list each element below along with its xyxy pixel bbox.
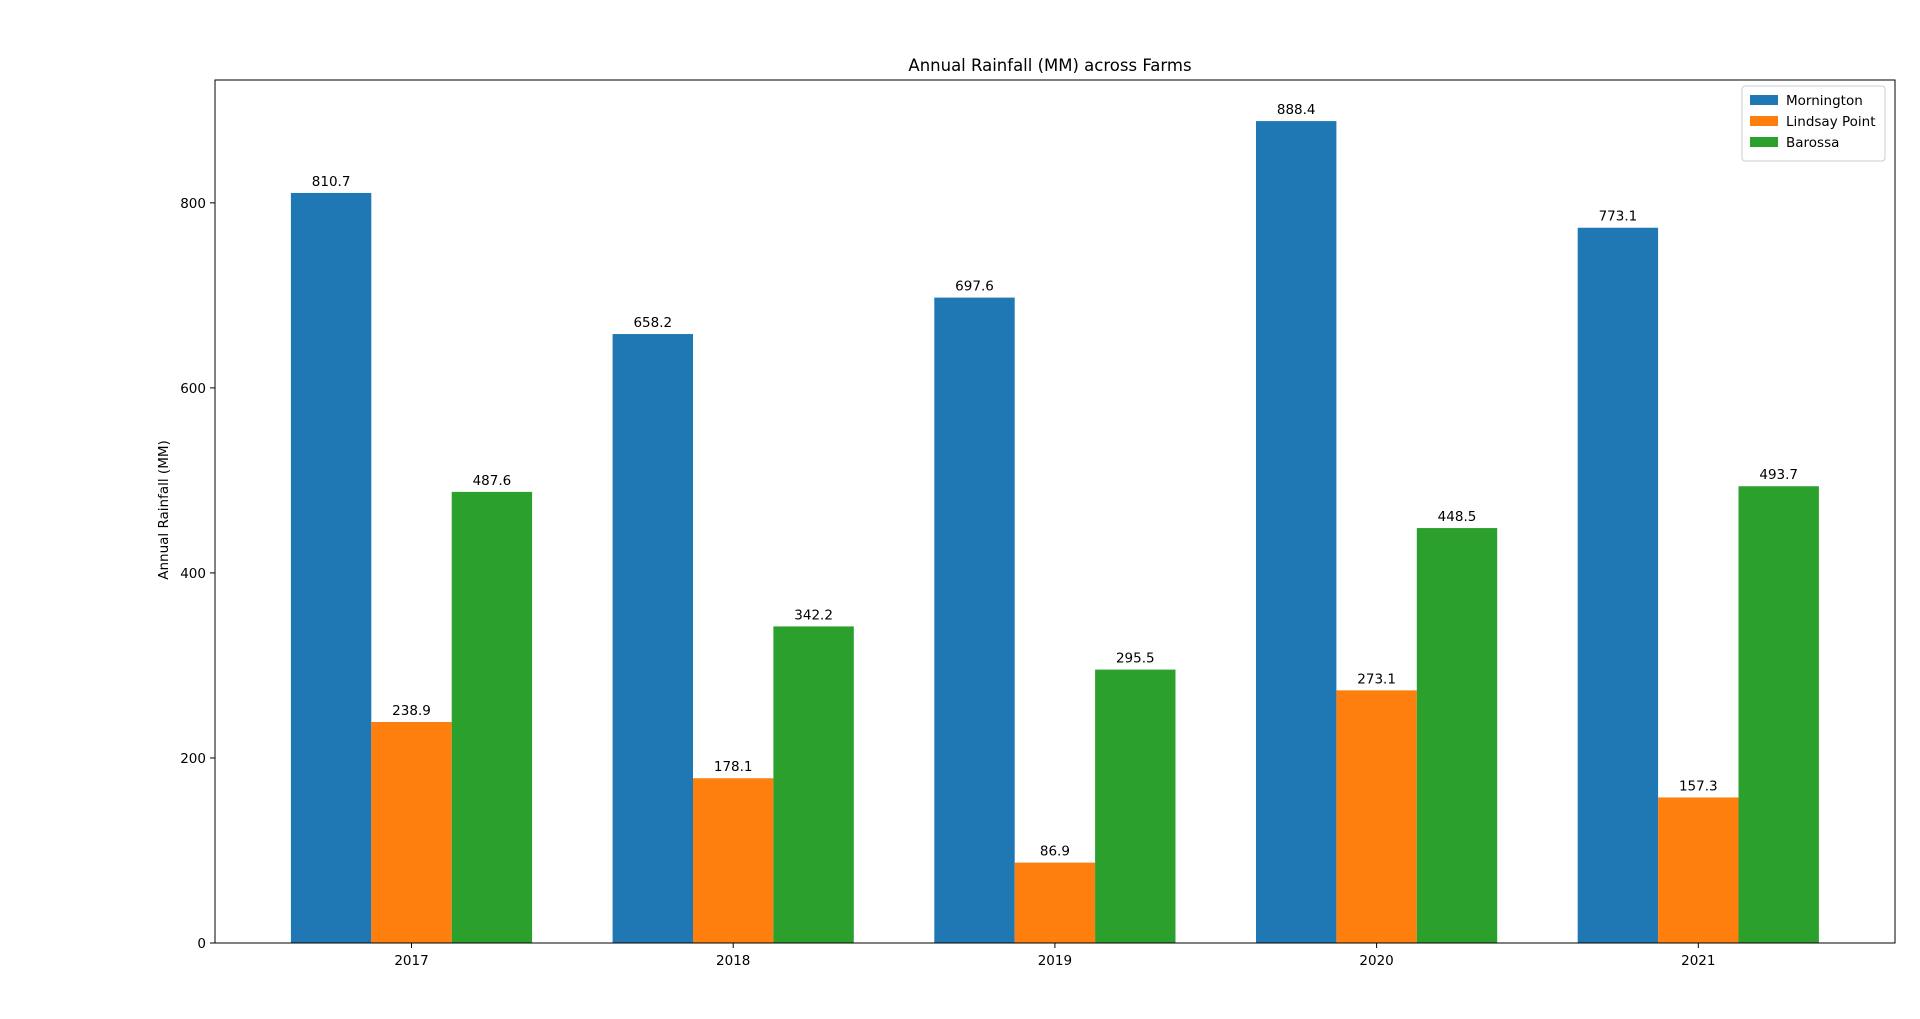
bar-value-label: 86.9: [1040, 844, 1070, 860]
bar-value-label: 157.3: [1679, 778, 1718, 794]
y-tick-label: 400: [180, 566, 206, 582]
x-tick-label: 2019: [1038, 953, 1072, 969]
y-axis-title: Annual Rainfall (MM): [156, 440, 172, 580]
bar-mornington-2017: [290, 192, 372, 943]
legend-label-lindsay-point: Lindsay Point: [1786, 114, 1876, 130]
bar-value-label: 178.1: [714, 759, 753, 775]
bar-mornington-2019: [934, 297, 1015, 943]
x-tick-label: 2021: [1681, 953, 1715, 969]
bar-value-label: 493.7: [1759, 467, 1798, 483]
legend-label-mornington: Mornington: [1786, 93, 1863, 109]
axes-group: 2017 2018 2019 2020 2021 0 200 400 600 800: [180, 79, 1896, 969]
bar-value-label: 810.7: [312, 174, 351, 190]
plot-frame: [214, 79, 1896, 944]
bar-value-label: 448.5: [1438, 509, 1477, 525]
x-tick-label: 2018: [716, 953, 750, 969]
bar-value-label: 238.9: [392, 703, 431, 719]
bar-lindsay-point-2021: [1658, 797, 1739, 943]
legend-label-barossa: Barossa: [1786, 135, 1839, 151]
y-tick-label: 200: [180, 751, 206, 767]
bar-mornington-2020: [1256, 121, 1337, 943]
legend-swatch-lindsay-point: [1750, 116, 1778, 126]
bar-mornington-2018: [612, 334, 693, 943]
bar-value-label: 342.2: [794, 607, 833, 623]
chart-title: Annual Rainfall (MM) across Farms: [908, 56, 1191, 75]
bar-value-label: 697.6: [955, 279, 994, 295]
bar-value-label: 773.1: [1599, 209, 1638, 225]
bar-barossa-2019: [1095, 669, 1176, 943]
bar-value-label: 273.1: [1357, 671, 1396, 687]
y-tick-label: 0: [197, 936, 206, 952]
bar-value-labels: 810.7 238.9 487.6 658.2 178.1 342.2 697.6 86.9 2…: [312, 102, 1798, 860]
y-tick-label: 800: [180, 196, 206, 212]
bar-value-label: 888.4: [1277, 102, 1316, 118]
bar-lindsay-point-2018: [693, 778, 774, 943]
bar-lindsay-point-2019: [1014, 862, 1096, 943]
legend-swatch-barossa: [1750, 137, 1778, 147]
bar-value-label: 658.2: [633, 315, 672, 331]
x-tick-label: 2017: [394, 953, 428, 969]
legend: Mornington Lindsay Point Barossa: [1741, 85, 1886, 162]
bar-value-label: 295.5: [1116, 651, 1155, 667]
x-tick-label: 2020: [1359, 953, 1393, 969]
y-tick-label: 600: [180, 381, 206, 397]
bar-value-label: 487.6: [473, 473, 512, 489]
bar-lindsay-point-2020: [1336, 690, 1417, 943]
bar-barossa-2021: [1738, 486, 1819, 943]
bar-barossa-2018: [773, 626, 854, 943]
bar-barossa-2020: [1416, 528, 1498, 943]
bar-barossa-2017: [451, 491, 533, 943]
bar-mornington-2021: [1577, 227, 1659, 944]
bar-lindsay-point-2017: [371, 721, 452, 943]
legend-swatch-mornington: [1750, 95, 1778, 105]
bars-group: [290, 121, 1819, 944]
